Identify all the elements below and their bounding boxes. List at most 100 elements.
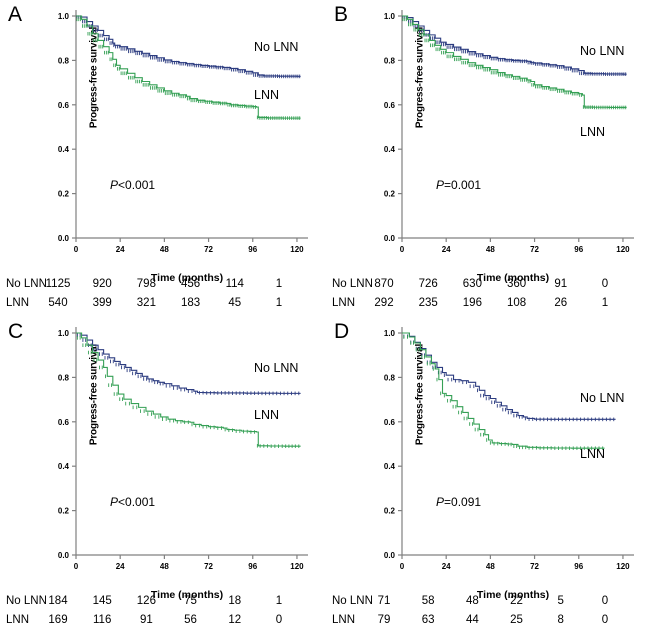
risk-value: 114 (225, 278, 244, 290)
x-tick-label: 96 (574, 562, 583, 571)
survival-curve-no-lnn (402, 332, 616, 420)
y-tick-label: 0.2 (58, 507, 70, 516)
risk-table-row: LNN 540 399 321 183 45 1 (6, 297, 320, 316)
risk-value: 91 (139, 614, 153, 626)
y-tick-label: 0.4 (58, 145, 70, 154)
risk-value: 1 (275, 297, 283, 309)
curve-label-lnn: LNN (254, 88, 280, 102)
y-tick-label: 0.0 (384, 551, 396, 560)
curve-label-no-lnn: No LNN (254, 40, 299, 54)
x-tick-label: 0 (74, 562, 79, 571)
p-value-annotation: P=0.001 (436, 178, 481, 192)
x-tick-label: 72 (530, 245, 539, 254)
risk-value: 726 (418, 278, 438, 290)
curve-label-lnn: LNN (580, 447, 606, 461)
panel-c: C Progress-free survival Time (months) 0.0 0… (0, 317, 326, 634)
risk-value: 1 (601, 297, 609, 309)
risk-value: 44 (465, 614, 479, 626)
risk-value: 630 (462, 278, 482, 290)
survival-plot-svg: 0.0 0.2 0.4 0.6 0.8 1.0 0 24 48 72 96 120 (384, 10, 634, 254)
y-tick-label: 0.6 (58, 418, 70, 427)
risk-row-label: No LNN (6, 595, 47, 607)
risk-value: 798 (136, 278, 156, 290)
y-tick-label: 0.4 (384, 145, 396, 154)
x-axis-label: Time (months) (476, 272, 550, 284)
numbers-at-risk-table: No LNN 71 58 48 22 5 0 LNN 79 63 44 25 8 0 (332, 595, 646, 633)
p-value-number: <0.001 (118, 178, 156, 192)
plot-area: Progress-free survival Time (months) 0.0 0.… (384, 10, 642, 284)
x-axis-label: Time (months) (476, 589, 550, 601)
censor-marks-lnn (403, 335, 604, 451)
risk-value: 235 (418, 297, 438, 309)
risk-row-label: LNN (6, 297, 30, 309)
x-tick-label: 24 (116, 245, 125, 254)
numbers-at-risk-table: No LNN 870 726 630 360 91 0 LNN 292 235 196 108 26 1 (332, 278, 646, 316)
risk-table-row: No LNN 71 58 48 22 5 0 (332, 595, 646, 614)
x-tick-label: 0 (400, 245, 405, 254)
risk-table-row: No LNN 870 726 630 360 91 0 (332, 278, 646, 297)
numbers-at-risk-table: No LNN 184 145 126 75 18 1 LNN 169 116 91 56 12 0 (6, 595, 320, 633)
risk-value: 321 (136, 297, 156, 309)
survival-curve-no-lnn (76, 15, 301, 77)
risk-value: 360 (506, 278, 527, 290)
risk-value: 48 (465, 595, 479, 607)
x-tick-label: 48 (160, 245, 169, 254)
risk-value: 183 (180, 297, 201, 309)
x-tick-label: 0 (74, 245, 79, 254)
risk-value: 8 (557, 614, 564, 626)
risk-value: 22 (510, 595, 523, 607)
y-tick-label: 0.8 (58, 373, 70, 382)
risk-value: 0 (601, 595, 609, 607)
survival-curve-lnn (402, 332, 605, 449)
risk-table-row: LNN 169 116 91 56 12 0 (6, 614, 320, 633)
p-value-symbol: P (436, 178, 445, 192)
y-tick-label: 0.6 (384, 101, 396, 110)
panel-b: B Progress-free survival Time (months) 0.0 0… (326, 0, 652, 317)
risk-value: 184 (48, 595, 68, 607)
x-tick-label: 24 (116, 562, 125, 571)
y-tick-label: 0.6 (384, 418, 396, 427)
y-tick-label: 1.0 (384, 329, 396, 338)
curve-label-lnn: LNN (254, 408, 280, 422)
risk-row-label: LNN (332, 614, 356, 626)
risk-value: 1125 (45, 278, 71, 290)
p-value-number: <0.001 (118, 495, 156, 509)
panel-d: D Progress-free survival Time (months) 0.0 0… (326, 317, 652, 634)
x-tick-label: 48 (486, 245, 495, 254)
x-axis-label: Time (months) (150, 589, 224, 601)
censor-marks-lnn (402, 17, 627, 110)
risk-table-row: No LNN 184 145 126 75 18 1 (6, 595, 320, 614)
risk-value: 399 (92, 297, 112, 309)
y-tick-label: 0.0 (58, 551, 70, 560)
y-tick-label: 0.8 (384, 56, 396, 65)
y-tick-label: 1.0 (58, 329, 70, 338)
panel-letter: C (8, 320, 24, 343)
risk-value: 18 (228, 595, 242, 607)
survival-curve-lnn (76, 15, 301, 119)
risk-row-label: No LNN (6, 278, 47, 290)
survival-plot-svg: 0.0 0.2 0.4 0.6 0.8 1.0 0 24 48 72 96 120 (384, 327, 634, 571)
risk-value: 0 (601, 278, 609, 290)
risk-value: 5 (557, 595, 564, 607)
risk-row-label: LNN (6, 614, 30, 626)
risk-value: 71 (377, 595, 391, 607)
curve-label-no-lnn: No LNN (254, 361, 299, 375)
y-tick-label: 1.0 (58, 12, 70, 21)
y-tick-label: 0.0 (58, 234, 70, 243)
risk-value: 0 (275, 614, 283, 626)
y-tick-label: 0.6 (58, 101, 70, 110)
risk-value: 1 (275, 278, 283, 290)
risk-row-label: LNN (332, 297, 356, 309)
p-value-number: =0.091 (444, 495, 482, 509)
censor-marks-no-lnn (76, 333, 300, 396)
curve-label-no-lnn: No LNN (580, 391, 625, 405)
x-tick-label: 96 (574, 245, 583, 254)
plot-area: Progress-free survival Time (months) 0.0 0.… (58, 327, 316, 601)
risk-value: 56 (184, 614, 197, 626)
risk-row-label: No LNN (332, 595, 373, 607)
risk-table-row: LNN 292 235 196 108 26 1 (332, 297, 646, 316)
p-value-annotation: P<0.001 (110, 495, 155, 509)
risk-value: 63 (421, 614, 435, 626)
x-axis-label: Time (months) (150, 272, 224, 284)
censor-marks-no-lnn (403, 334, 615, 422)
